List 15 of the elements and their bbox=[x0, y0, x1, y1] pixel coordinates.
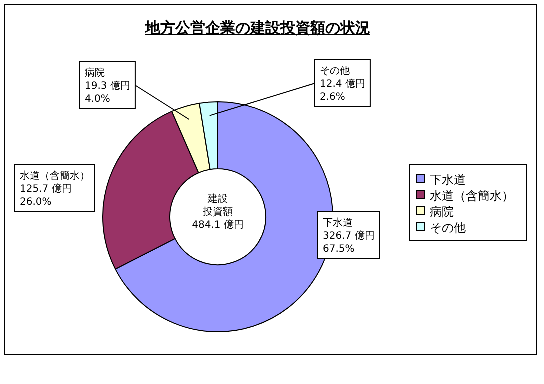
text: 建設 bbox=[207, 193, 228, 205]
legend-label: 水道（含簡水） bbox=[430, 189, 514, 203]
data-label: 125.7 億円 26.0% bbox=[20, 183, 72, 208]
text: 投資額 bbox=[202, 206, 233, 218]
legend-label: その他 bbox=[430, 221, 466, 235]
text: 484.1 億円 bbox=[192, 219, 244, 231]
slice-label: 水道（含簡水） bbox=[20, 170, 90, 182]
data-label: 12.4 億円 2.6% bbox=[320, 78, 366, 103]
slice-label: 下水道 bbox=[323, 217, 353, 229]
slice-label: その他 bbox=[320, 65, 350, 77]
legend-label: 病院 bbox=[430, 205, 454, 219]
data-label: 326.7 億円 67.5% bbox=[323, 230, 375, 255]
data-label: 19.3 億円 4.0% bbox=[85, 80, 130, 105]
slice-label: 病院 bbox=[85, 67, 105, 79]
legend-label: 下水道 bbox=[430, 173, 466, 187]
